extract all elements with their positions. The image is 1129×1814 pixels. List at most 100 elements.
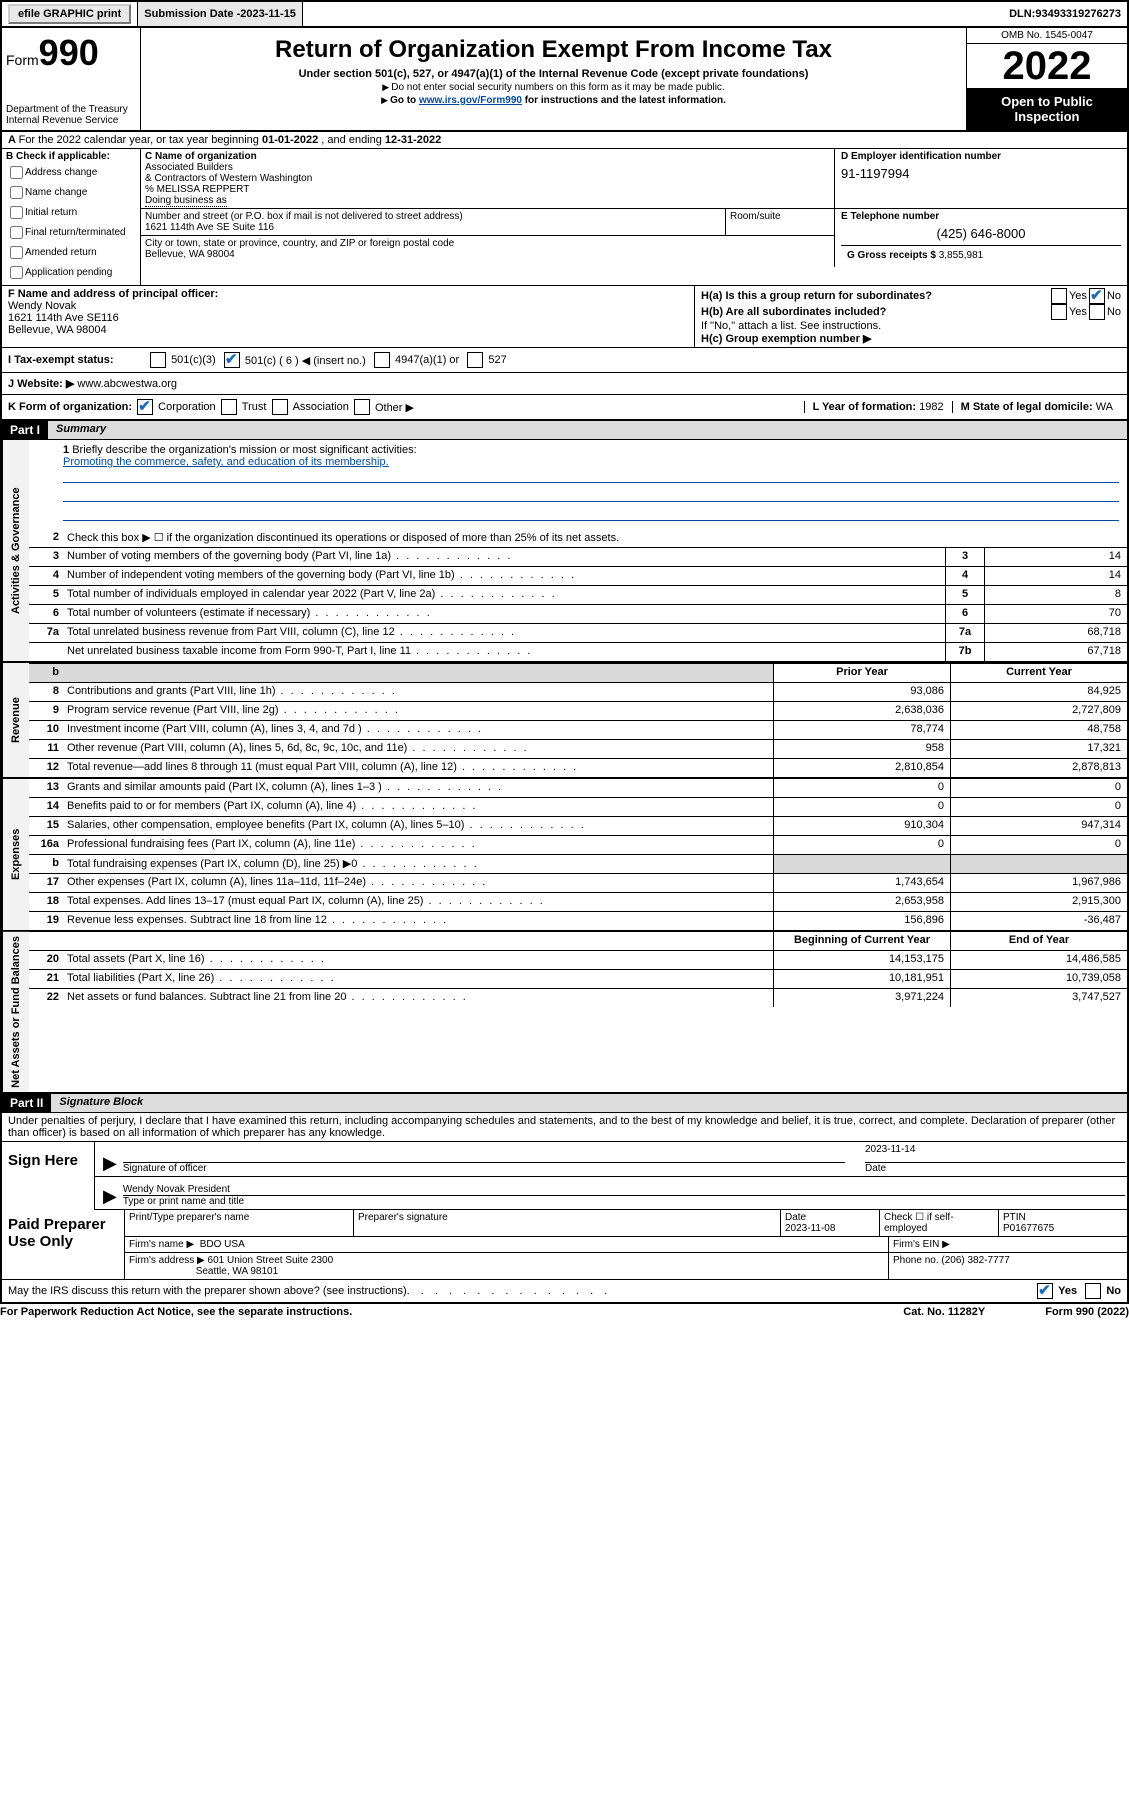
section-fh: F Name and address of principal officer:… (0, 286, 1129, 348)
dln: DLN: 93493319276273 (1003, 2, 1127, 26)
rev-line: 8Contributions and grants (Part VIII, li… (29, 683, 1127, 702)
arrow-icon: ▶ (97, 1153, 123, 1174)
arrow-icon: ▶ (97, 1186, 123, 1207)
gov-line: 4Number of independent voting members of… (29, 567, 1127, 586)
side-netassets: Net Assets or Fund Balances (2, 932, 29, 1092)
side-revenue: Revenue (2, 663, 29, 777)
chk-501c[interactable] (224, 352, 240, 368)
exp-line: 18Total expenses. Add lines 13–17 (must … (29, 893, 1127, 912)
phone-gross-block: E Telephone number (425) 646-8000 G Gros… (835, 209, 1127, 267)
sign-here-label: Sign Here (2, 1142, 95, 1210)
exp-line: 13Grants and similar amounts paid (Part … (29, 779, 1127, 798)
sig-officer-line: ▶ Signature of officer 2023-11-14 Date (95, 1142, 1127, 1177)
net-line: 22Net assets or fund balances. Subtract … (29, 989, 1127, 1007)
net-line: 20Total assets (Part X, line 16)14,153,1… (29, 951, 1127, 970)
firm-phone: (206) 382-7777 (941, 1255, 1009, 1266)
form-number: 990 (39, 32, 99, 73)
ha-yes[interactable] (1051, 288, 1067, 304)
row-klm: K Form of organization: Corporation Trus… (0, 395, 1129, 421)
hb-no[interactable] (1089, 304, 1105, 320)
dept-treasury: Department of the Treasury Internal Reve… (6, 104, 136, 126)
exp-line: 17Other expenses (Part IX, column (A), l… (29, 874, 1127, 893)
part2-header-row: Part II Signature Block (0, 1094, 1129, 1113)
part1-badge: Part I (2, 421, 48, 439)
side-expenses: Expenses (2, 779, 29, 930)
website-url[interactable]: www.abcwestwa.org (77, 378, 177, 390)
group-return-block: H(a) Is this a group return for subordin… (695, 286, 1127, 347)
discuss-yes[interactable] (1037, 1283, 1053, 1299)
ein-block: D Employer identification number 91-1197… (834, 149, 1127, 208)
discuss-no[interactable] (1085, 1283, 1101, 1299)
chk-name-change[interactable]: Name change (6, 183, 136, 202)
chk-final-return[interactable]: Final return/terminated (6, 223, 136, 242)
expenses-block: Expenses 13Grants and similar amounts pa… (0, 779, 1129, 932)
tax-year: 2022 (967, 44, 1127, 88)
firm-addr: 601 Union Street Suite 2300 (208, 1255, 334, 1266)
street-block: Number and street (or P.O. box if mail i… (141, 209, 726, 236)
chk-4947[interactable] (374, 352, 390, 368)
row-j-website: J Website: ▶ www.abcwestwa.org (0, 373, 1129, 395)
hb-note: If "No," attach a list. See instructions… (701, 320, 1121, 332)
ha-no[interactable] (1089, 288, 1105, 304)
chk-assoc[interactable] (272, 399, 288, 415)
rev-line: 10Investment income (Part VIII, column (… (29, 721, 1127, 740)
chk-trust[interactable] (221, 399, 237, 415)
city-block: City or town, state or province, country… (141, 236, 835, 267)
ptin-value: P01677675 (1003, 1223, 1054, 1234)
gov-line: 6Total number of volunteers (estimate if… (29, 605, 1127, 624)
room-suite: Room/suite (726, 209, 835, 236)
omb-number: OMB No. 1545-0047 (967, 28, 1127, 44)
gov-line: Net unrelated business taxable income fr… (29, 643, 1127, 661)
rev-line: 9Program service revenue (Part VIII, lin… (29, 702, 1127, 721)
chk-amended-return[interactable]: Amended return (6, 243, 136, 262)
open-public-badge: Open to Public Inspection (967, 88, 1127, 130)
paid-preparer-label: Paid Preparer Use Only (2, 1210, 125, 1279)
preparer-block: Paid Preparer Use Only Print/Type prepar… (2, 1210, 1127, 1280)
side-governance: Activities & Governance (2, 440, 29, 661)
form-header: Form990 Department of the Treasury Inter… (0, 28, 1129, 132)
part1-header-row: Part I Summary (0, 421, 1129, 440)
row-a-tax-year: A For the 2022 calendar year, or tax yea… (0, 132, 1129, 149)
prep-sig-label: Preparer's signature (354, 1210, 781, 1236)
hb-yes[interactable] (1051, 304, 1067, 320)
chk-527[interactable] (467, 352, 483, 368)
chk-application-pending[interactable]: Application pending (6, 263, 136, 282)
gov-line: 3Number of voting members of the governi… (29, 548, 1127, 567)
chk-address-change[interactable]: Address change (6, 163, 136, 182)
exp-line: 14Benefits paid to or for members (Part … (29, 798, 1127, 817)
firm-name: BDO USA (200, 1239, 245, 1250)
chk-initial-return[interactable]: Initial return (6, 203, 136, 222)
mission-text: Promoting the commerce, safety, and educ… (63, 456, 389, 468)
sig-intro: Under penalties of perjury, I declare th… (2, 1113, 1127, 1142)
exp-line: 19Revenue less expenses. Subtract line 1… (29, 912, 1127, 930)
prep-name-label: Print/Type preparer's name (125, 1210, 354, 1236)
exp-line: 15Salaries, other compensation, employee… (29, 817, 1127, 836)
org-name-block: C Name of organization Associated Builde… (141, 149, 834, 208)
chk-other[interactable] (354, 399, 370, 415)
firm-ein: Firm's EIN ▶ (889, 1237, 1127, 1252)
line-2: 2Check this box ▶ ☐ if the organization … (29, 529, 1127, 548)
part1-title: Summary (48, 421, 1127, 439)
submission-date: Submission Date - 2023-11-15 (138, 2, 303, 26)
part2-badge: Part II (2, 1094, 51, 1112)
gov-line: 5Total number of individuals employed in… (29, 586, 1127, 605)
footer-row: For Paperwork Reduction Act Notice, see … (0, 1304, 1129, 1320)
hc-label: H(c) Group exemption number ▶ (701, 333, 871, 345)
principal-officer: F Name and address of principal officer:… (2, 286, 695, 347)
mission-block: 1 Briefly describe the organization's mi… (29, 440, 1127, 529)
part2-title: Signature Block (51, 1094, 1127, 1112)
prep-date: 2023-11-08 (785, 1223, 835, 1234)
chk-corp[interactable] (137, 399, 153, 415)
form-title: Return of Organization Exempt From Incom… (149, 36, 958, 64)
ein-value: 91-1197994 (841, 162, 1121, 185)
sig-date: 2023-11-14 (865, 1144, 1125, 1163)
rev-line: 11Other revenue (Part VIII, column (A), … (29, 740, 1127, 759)
form-subtitle: Under section 501(c), 527, or 4947(a)(1)… (149, 68, 958, 80)
efile-print[interactable]: efile GRAPHIC print (2, 2, 138, 26)
note-link: Go to www.irs.gov/Form990 for instructio… (149, 95, 958, 106)
note-ssn: Do not enter social security numbers on … (149, 82, 958, 93)
chk-501c3[interactable] (150, 352, 166, 368)
section-bcde: B Check if applicable: Address change Na… (0, 149, 1129, 286)
prep-self-employed[interactable]: Check ☐ if self-employed (880, 1210, 999, 1236)
irs-link[interactable]: www.irs.gov/Form990 (419, 95, 522, 106)
